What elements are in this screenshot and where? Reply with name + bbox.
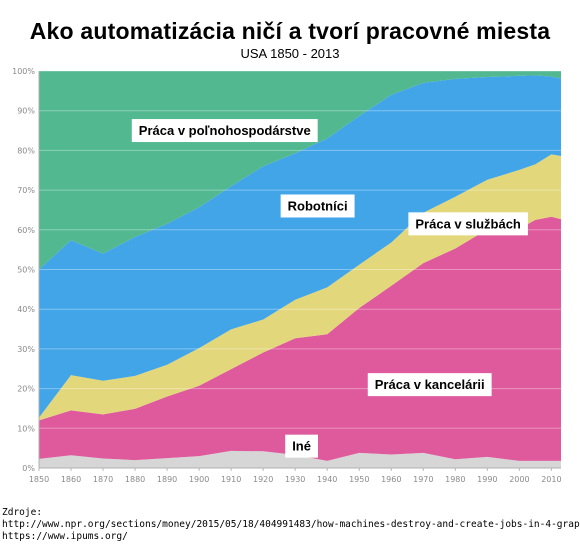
x-tick-label: 1880 bbox=[125, 475, 145, 484]
y-tick-label: 60% bbox=[17, 226, 35, 235]
x-tick-label: 1960 bbox=[381, 475, 401, 484]
x-tick-label: 1890 bbox=[157, 475, 177, 484]
area-label-box bbox=[408, 212, 528, 236]
x-tick-label: 1910 bbox=[221, 475, 241, 484]
y-tick-label: 90% bbox=[17, 107, 35, 116]
area-label-0: Práca v poľnohospodárstve bbox=[131, 119, 318, 143]
x-tick-label: 1870 bbox=[93, 475, 113, 484]
x-tick-label: 1970 bbox=[413, 475, 433, 484]
y-tick-label: 80% bbox=[17, 146, 35, 155]
series-area-1 bbox=[39, 216, 561, 461]
x-tick-label: 1930 bbox=[285, 475, 305, 484]
x-tick-label: 2010 bbox=[541, 475, 561, 484]
x-tick-label: 1980 bbox=[445, 475, 465, 484]
area-label-text: Iné bbox=[292, 439, 311, 454]
chart-title: Ako automatizácia ničí a tvorí pracovné … bbox=[29, 18, 551, 44]
area-label-1: Robotníci bbox=[280, 194, 355, 218]
area-label-text: Práca v kancelárii bbox=[375, 377, 485, 392]
area-label-box bbox=[131, 119, 318, 143]
area-label-text: Robotníci bbox=[288, 198, 348, 213]
x-tick-label: 1920 bbox=[253, 475, 273, 484]
sources-heading: Zdroje: bbox=[2, 507, 43, 518]
area-label-box bbox=[280, 194, 355, 218]
area-label-box bbox=[367, 373, 492, 397]
y-tick-label: 0% bbox=[22, 464, 35, 473]
area-label-text: Práca v službách bbox=[415, 216, 521, 231]
x-tick-label: 1900 bbox=[189, 475, 209, 484]
area-label-3: Práca v kancelárii bbox=[367, 373, 492, 397]
source-url-npr[interactable]: http://www.npr.org/sections/money/2015/0… bbox=[2, 519, 580, 530]
y-tick-label: 70% bbox=[17, 186, 35, 195]
series-area-3 bbox=[39, 75, 561, 418]
x-tick-label: 2000 bbox=[509, 475, 529, 484]
y-tick-label: 40% bbox=[17, 305, 35, 314]
area-label-box bbox=[285, 434, 318, 458]
chart-subtitle: USA 1850 - 2013 bbox=[240, 46, 340, 61]
y-tick-label: 10% bbox=[17, 424, 35, 433]
source-url-ipums[interactable]: https://www.ipums.org/ bbox=[2, 531, 128, 542]
x-tick-label: 1860 bbox=[61, 475, 81, 484]
area-label-text: Práca v poľnohospodárstve bbox=[139, 123, 311, 138]
x-tick-label: 1950 bbox=[349, 475, 369, 484]
x-tick-label: 1940 bbox=[317, 475, 337, 484]
x-tick-label: 1990 bbox=[477, 475, 497, 484]
x-tick-label: 1850 bbox=[29, 475, 49, 484]
area-label-4: Iné bbox=[285, 434, 318, 458]
y-tick-label: 30% bbox=[17, 345, 35, 354]
y-tick-label: 20% bbox=[17, 385, 35, 394]
y-tick-label: 50% bbox=[17, 266, 35, 275]
stacked-area-chart: 0% 10% 20% 30% 40% 50% 60% 70% 80% 90% 100% 1850 186… bbox=[12, 67, 561, 484]
sources-block: Zdroje: http://www.npr.org/sections/mone… bbox=[2, 507, 580, 543]
series-area-0 bbox=[39, 450, 561, 468]
area-label-2: Práca v službách bbox=[408, 212, 528, 236]
y-tick-label: 100% bbox=[12, 67, 35, 76]
